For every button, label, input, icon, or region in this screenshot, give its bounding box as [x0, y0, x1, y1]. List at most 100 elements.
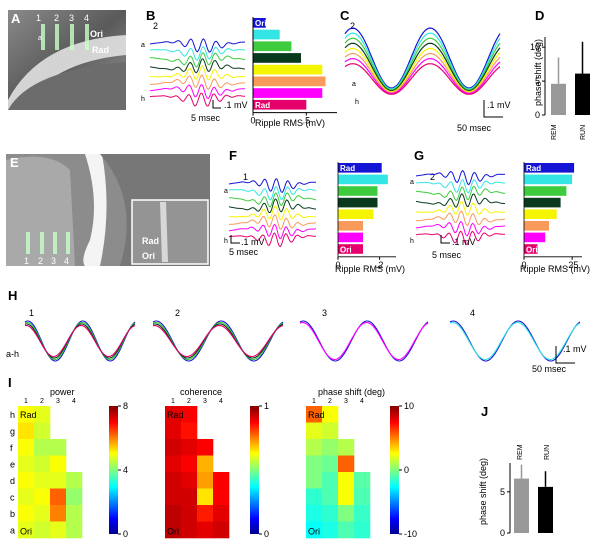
- col-label-power: 1: [24, 398, 28, 405]
- site-2-label-e: 2: [38, 256, 43, 266]
- cell-power: [50, 488, 67, 506]
- trace-a: [415, 230, 505, 246]
- panel-c: C 2 a h .1 mV 50 msec: [340, 8, 511, 133]
- rad-label-power: Rad: [20, 410, 37, 420]
- cell-power: [66, 488, 83, 506]
- row-label-h: h: [10, 410, 15, 420]
- site-4-label-h: 4: [470, 308, 475, 318]
- x-tick-label: 0: [250, 116, 255, 126]
- cell-coherence: [213, 472, 230, 489]
- cell-coherence: [181, 488, 198, 506]
- site-label-b: 2: [153, 21, 158, 31]
- bar-g: [338, 174, 388, 185]
- bar-top-label: Rad: [340, 164, 355, 173]
- colorbar-cb_power: [109, 406, 118, 534]
- colorbar-label: 0: [264, 529, 269, 539]
- bar-h: [253, 18, 266, 28]
- cell-power: [34, 455, 51, 473]
- ori-label-coherence: Ori: [167, 527, 179, 537]
- probe-shanks-e: [26, 232, 70, 254]
- cell-phase-shift: [354, 472, 371, 489]
- scale-time-h: 50 msec: [532, 364, 567, 374]
- trace-h: [415, 169, 506, 186]
- panel-label-c: C: [340, 8, 350, 23]
- bar-rem: [551, 83, 566, 115]
- site-label-c: 2: [350, 21, 355, 31]
- colorbar-label: 0: [404, 465, 409, 475]
- cell-phase-shift: [322, 505, 339, 522]
- colorbar-cb_coh: [250, 406, 259, 534]
- shank-2-a: [55, 24, 59, 50]
- site-1-label-a: 1: [36, 13, 41, 23]
- cell-coherence: [197, 521, 214, 539]
- cell-power: [34, 505, 51, 522]
- trace-e: [344, 42, 501, 92]
- trace-e: [415, 193, 506, 208]
- axis-d: 0 5 10: [530, 37, 590, 120]
- cell-phase-shift: [322, 455, 339, 473]
- panel-label-f: F: [229, 148, 237, 163]
- x-tick-label: .5: [303, 116, 311, 126]
- site-4-label-e: 4: [64, 256, 69, 266]
- scale-voltage-h: .1 mV: [563, 344, 587, 354]
- rad-label-a: Rad: [92, 45, 109, 55]
- cell-power: [18, 455, 35, 473]
- scale-voltage-b: .1 mV: [224, 100, 248, 110]
- inset-image: [131, 199, 209, 265]
- trace-a: [149, 92, 246, 107]
- bar-bottom-label: Ori: [526, 245, 538, 254]
- trace-f: [344, 37, 501, 91]
- ori-label-e: Ori: [142, 251, 155, 261]
- trace-d: [149, 65, 246, 81]
- title-coherence: coherence: [180, 387, 222, 397]
- cell-power: [34, 422, 51, 440]
- cell-coherence: [213, 488, 230, 506]
- cell-phase-shift: [338, 439, 355, 456]
- trace-g: [344, 32, 501, 90]
- row-label-h: a-h: [6, 349, 19, 359]
- scale-time-g: 5 msec: [432, 250, 462, 260]
- bar-d: [338, 209, 374, 219]
- panel-a: 1 2 3 4 a Ori Rad A: [8, 10, 126, 110]
- cell-coherence: [181, 455, 198, 473]
- cell-coherence: [181, 505, 198, 522]
- trace-a-site-1: [24, 324, 136, 358]
- panel-label-j: J: [481, 404, 488, 419]
- cell-power: [50, 472, 67, 489]
- trace-g: [228, 186, 317, 201]
- scale-time-f: 5 msec: [229, 247, 259, 257]
- colorbar-label: 10: [404, 401, 414, 411]
- rad-label-phase-shift: Rad: [308, 410, 325, 420]
- cell-phase-shift: [338, 455, 355, 473]
- cell-phase-shift: [322, 521, 339, 539]
- trace-b: [149, 84, 246, 100]
- trace-h-label-c: h: [355, 99, 359, 106]
- trace-a-label-g: a: [410, 179, 414, 186]
- col-label-coherence: 1: [171, 398, 175, 405]
- bar-label-rad: Rad: [255, 101, 270, 110]
- row-label-b: b: [10, 509, 15, 519]
- cell-power: [18, 439, 35, 456]
- colorbar-cb_phase: [390, 406, 399, 534]
- cell-coherence: [197, 488, 214, 506]
- trace-c: [415, 210, 506, 227]
- bar-bottom-label: Ori: [340, 245, 352, 254]
- ripple-traces-b: [149, 38, 246, 107]
- cell-coherence: [213, 521, 230, 539]
- trace-a: [344, 63, 501, 95]
- cell-coherence: [165, 472, 182, 489]
- ripple-traces-g: [415, 169, 506, 246]
- cell-power: [18, 406, 35, 423]
- rad-label-e: Rad: [142, 236, 159, 246]
- bar-f: [524, 186, 567, 196]
- bar-run: [575, 73, 590, 115]
- col-label-coherence: 3: [203, 398, 207, 405]
- site-1-label-h: 1: [29, 308, 34, 318]
- probe-shanks-a: [41, 24, 89, 50]
- cell-coherence: [165, 488, 182, 506]
- axis-j: 05: [500, 463, 553, 538]
